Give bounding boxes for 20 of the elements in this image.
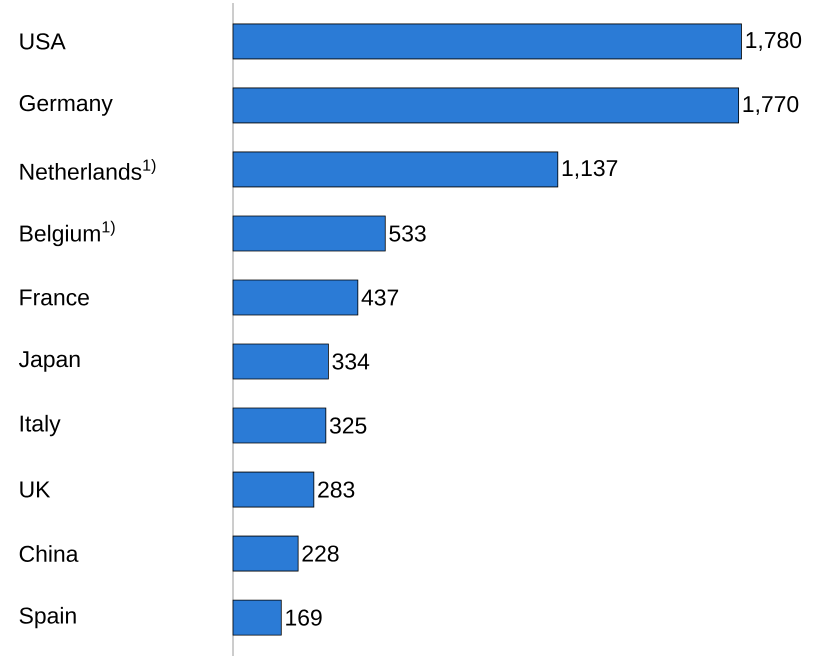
y-tick-label: China bbox=[20, 545, 78, 562]
y-tick-label: Netherlands$^{1)}$ bbox=[20, 159, 156, 180]
y-tick-label: France bbox=[20, 290, 89, 306]
data-label: 228 bbox=[302, 545, 339, 562]
data-label: 437 bbox=[362, 289, 398, 306]
data-label: 533 bbox=[389, 225, 426, 242]
data-label: 1,770 bbox=[744, 96, 798, 115]
y-tick-label: Japan bbox=[18, 351, 80, 372]
y-tick-label: Spain bbox=[20, 606, 76, 628]
y-tick-label: Italy bbox=[20, 414, 61, 436]
data-label: 169 bbox=[286, 609, 322, 626]
data-label: 283 bbox=[318, 481, 354, 498]
y-tick-label: UK bbox=[20, 482, 50, 498]
data-label: 1,137 bbox=[562, 160, 618, 179]
data-label: 334 bbox=[332, 353, 370, 370]
y-tick-label: Germany bbox=[20, 95, 113, 116]
y-tick-label: Belgium$^{1)}$ bbox=[20, 220, 115, 246]
y-tick-label: USA bbox=[20, 33, 66, 50]
data-label: 1,780 bbox=[746, 32, 802, 51]
data-label: 325 bbox=[330, 417, 366, 434]
